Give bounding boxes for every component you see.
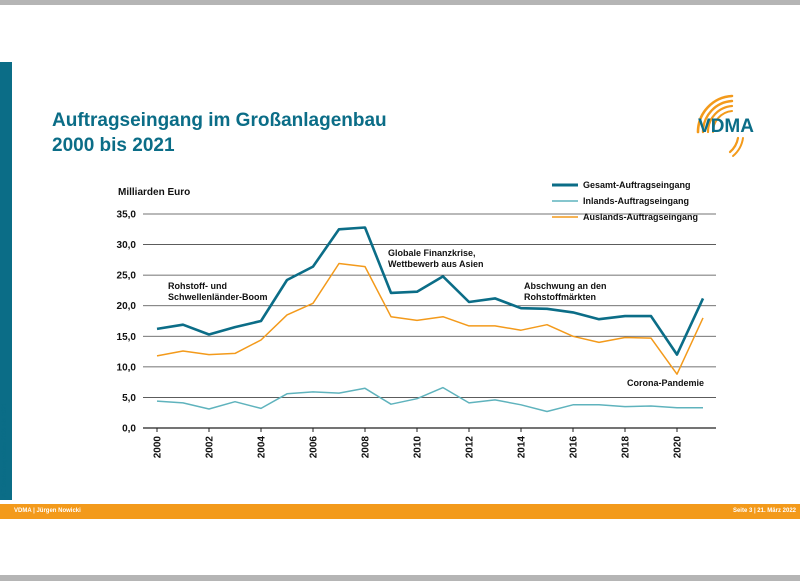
annotation-boom-line2: Schwellenländer-Boom bbox=[168, 292, 268, 302]
series-lines bbox=[156, 226, 705, 413]
logo-arcs-icon bbox=[696, 94, 744, 157]
y-tick-label: 10,0 bbox=[117, 362, 137, 373]
x-tick-label: 2006 bbox=[309, 436, 320, 459]
y-tick-label: 20,0 bbox=[117, 301, 137, 312]
y-axis-label: Milliarden Euro bbox=[118, 187, 190, 198]
footer-bar: VDMA | Jürgen Nowicki Seite 3 | 21. März… bbox=[0, 504, 800, 519]
y-tick-label: 30,0 bbox=[117, 240, 137, 251]
y-tick-label: 5,0 bbox=[122, 393, 136, 404]
logo-text: VDMA bbox=[698, 116, 754, 137]
annotation-finanzkrise-line2: Wettbewerb aus Asien bbox=[388, 259, 484, 269]
annotation-corona: Corona-Pandemie bbox=[627, 378, 704, 388]
legend-label-ausland: Auslands-Auftragseingang bbox=[583, 212, 698, 222]
x-tick-label: 2010 bbox=[413, 436, 424, 459]
x-tick-label: 2016 bbox=[569, 436, 580, 459]
x-tick-label: 2000 bbox=[153, 436, 164, 459]
legend-label-gesamt: Gesamt-Auftragseingang bbox=[583, 180, 691, 190]
bottom-border bbox=[0, 575, 800, 581]
annotation-boom: Rohstoff- und Schwellenländer-Boom bbox=[168, 281, 268, 302]
y-axis-ticks: 0,0 5,0 10,0 15,0 20,0 25,0 30,0 35,0 bbox=[117, 210, 137, 435]
footer-page-date: Seite 3 | 21. März 2022 bbox=[732, 508, 796, 514]
x-tick-label: 2018 bbox=[621, 436, 632, 459]
gridlines bbox=[143, 213, 716, 429]
x-tick-label: 2020 bbox=[673, 436, 684, 459]
annotation-finanzkrise-line1: Globale Finanzkrise, bbox=[388, 248, 476, 258]
vdma-logo: VDMA bbox=[696, 94, 754, 157]
legend: Gesamt-Auftragseingang Inlands-Auftragse… bbox=[552, 180, 698, 222]
title-line-1: Auftragseingang im Großanlagenbau bbox=[52, 110, 387, 131]
y-tick-label: 15,0 bbox=[117, 332, 137, 343]
annotation-finanzkrise: Globale Finanzkrise, Wettbewerb aus Asie… bbox=[388, 248, 484, 269]
annotation-abschwung-line1: Abschwung an den bbox=[524, 281, 607, 291]
footer-author: VDMA | Jürgen Nowicki bbox=[14, 508, 81, 514]
x-axis-ticks: 2000 2002 2004 2006 2008 2010 2012 2014 2016 2018… bbox=[153, 428, 684, 458]
annotation-abschwung: Abschwung an den Rohstoffmärkten bbox=[524, 281, 607, 302]
title-line-2: 2000 bis 2021 bbox=[52, 135, 175, 156]
x-tick-label: 2014 bbox=[517, 436, 528, 459]
annotation-boom-line1: Rohstoff- und bbox=[168, 281, 227, 291]
x-tick-label: 2004 bbox=[257, 436, 268, 459]
y-tick-label: 0,0 bbox=[122, 424, 136, 435]
legend-label-inland: Inlands-Auftragseingang bbox=[583, 196, 689, 206]
annotation-abschwung-line2: Rohstoffmärkten bbox=[524, 292, 596, 302]
y-tick-label: 35,0 bbox=[117, 210, 137, 221]
series-line-Gesamt-Auftragseingang bbox=[156, 226, 705, 356]
series-line-Inlands-Auftragseingang bbox=[156, 386, 703, 413]
x-tick-label: 2012 bbox=[465, 436, 476, 459]
top-border bbox=[0, 0, 800, 5]
x-tick-label: 2008 bbox=[361, 436, 372, 459]
slide-title: Auftragseingang im Großanlagenbau 2000 b… bbox=[52, 108, 387, 158]
line-chart: Milliarden Euro 0,0 5,0 10,0 15,0 20,0 25,0 30… bbox=[117, 180, 716, 458]
side-accent-strip bbox=[0, 62, 12, 500]
x-tick-label: 2002 bbox=[205, 436, 216, 459]
series-line-Auslands-Auftragseingang bbox=[156, 262, 704, 375]
y-tick-label: 25,0 bbox=[117, 271, 137, 282]
annotation-corona-line1: Corona-Pandemie bbox=[627, 378, 704, 388]
